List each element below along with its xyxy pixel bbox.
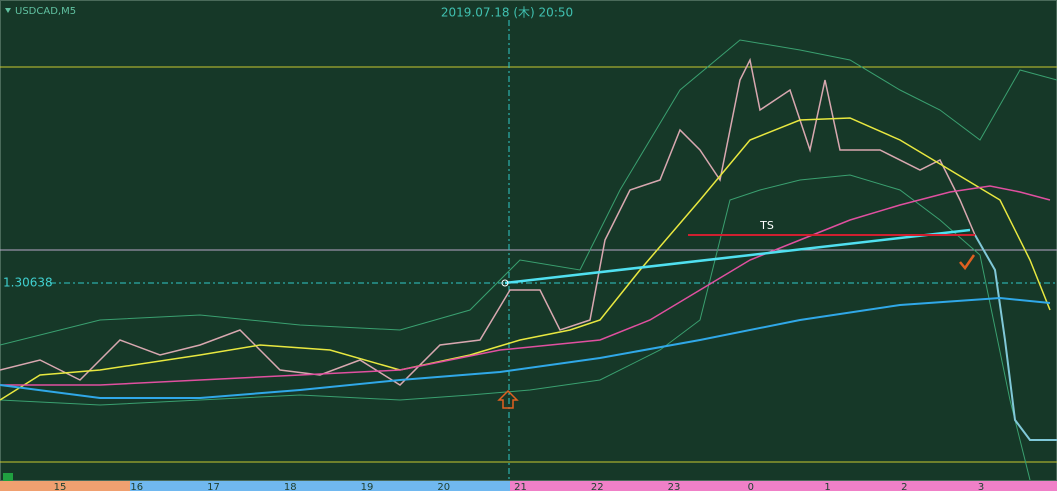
status-box bbox=[3, 473, 13, 481]
menu-icon[interactable] bbox=[5, 8, 11, 13]
x-tick-label: 16 bbox=[130, 482, 143, 491]
price-label: 1.30638 bbox=[3, 276, 53, 290]
band-upper bbox=[0, 39, 1057, 346]
ts-label: TS bbox=[759, 219, 774, 232]
check-mark bbox=[959, 254, 976, 271]
x-tick-label: 2 bbox=[901, 482, 907, 491]
x-tick-label: 1 bbox=[824, 482, 830, 491]
anchor-point bbox=[501, 279, 509, 287]
session-bar bbox=[130, 481, 510, 491]
x-axis: 15 16 17 18 19 20 21 22 23 0 1 2 3 bbox=[54, 482, 985, 491]
x-tick-label: 19 bbox=[361, 482, 374, 491]
ma-mid bbox=[0, 185, 1051, 386]
session-bar bbox=[0, 481, 130, 491]
ma-slow bbox=[0, 296, 1051, 399]
x-tick-label: 15 bbox=[54, 482, 67, 491]
session-bar bbox=[510, 481, 1057, 491]
price-line bbox=[974, 234, 1057, 441]
x-tick-label: 17 bbox=[207, 482, 220, 491]
trend-line bbox=[504, 228, 971, 285]
price-line bbox=[0, 57, 976, 386]
x-tick-label: 22 bbox=[591, 482, 604, 491]
x-tick-label: 23 bbox=[668, 482, 681, 491]
up-arrow bbox=[497, 389, 519, 409]
x-tick-label: 18 bbox=[284, 482, 297, 491]
x-tick-label: 20 bbox=[437, 482, 450, 491]
x-tick-label: 21 bbox=[514, 482, 527, 491]
symbol-label: USDCAD,M5 bbox=[15, 6, 76, 17]
band-lower bbox=[0, 174, 1031, 481]
x-tick-label: 3 bbox=[978, 482, 984, 491]
x-tick-label: 0 bbox=[748, 482, 754, 491]
ma-fast bbox=[0, 117, 1051, 401]
crosshair-time: 2019.07.18 (木) 20:50 bbox=[441, 6, 573, 20]
